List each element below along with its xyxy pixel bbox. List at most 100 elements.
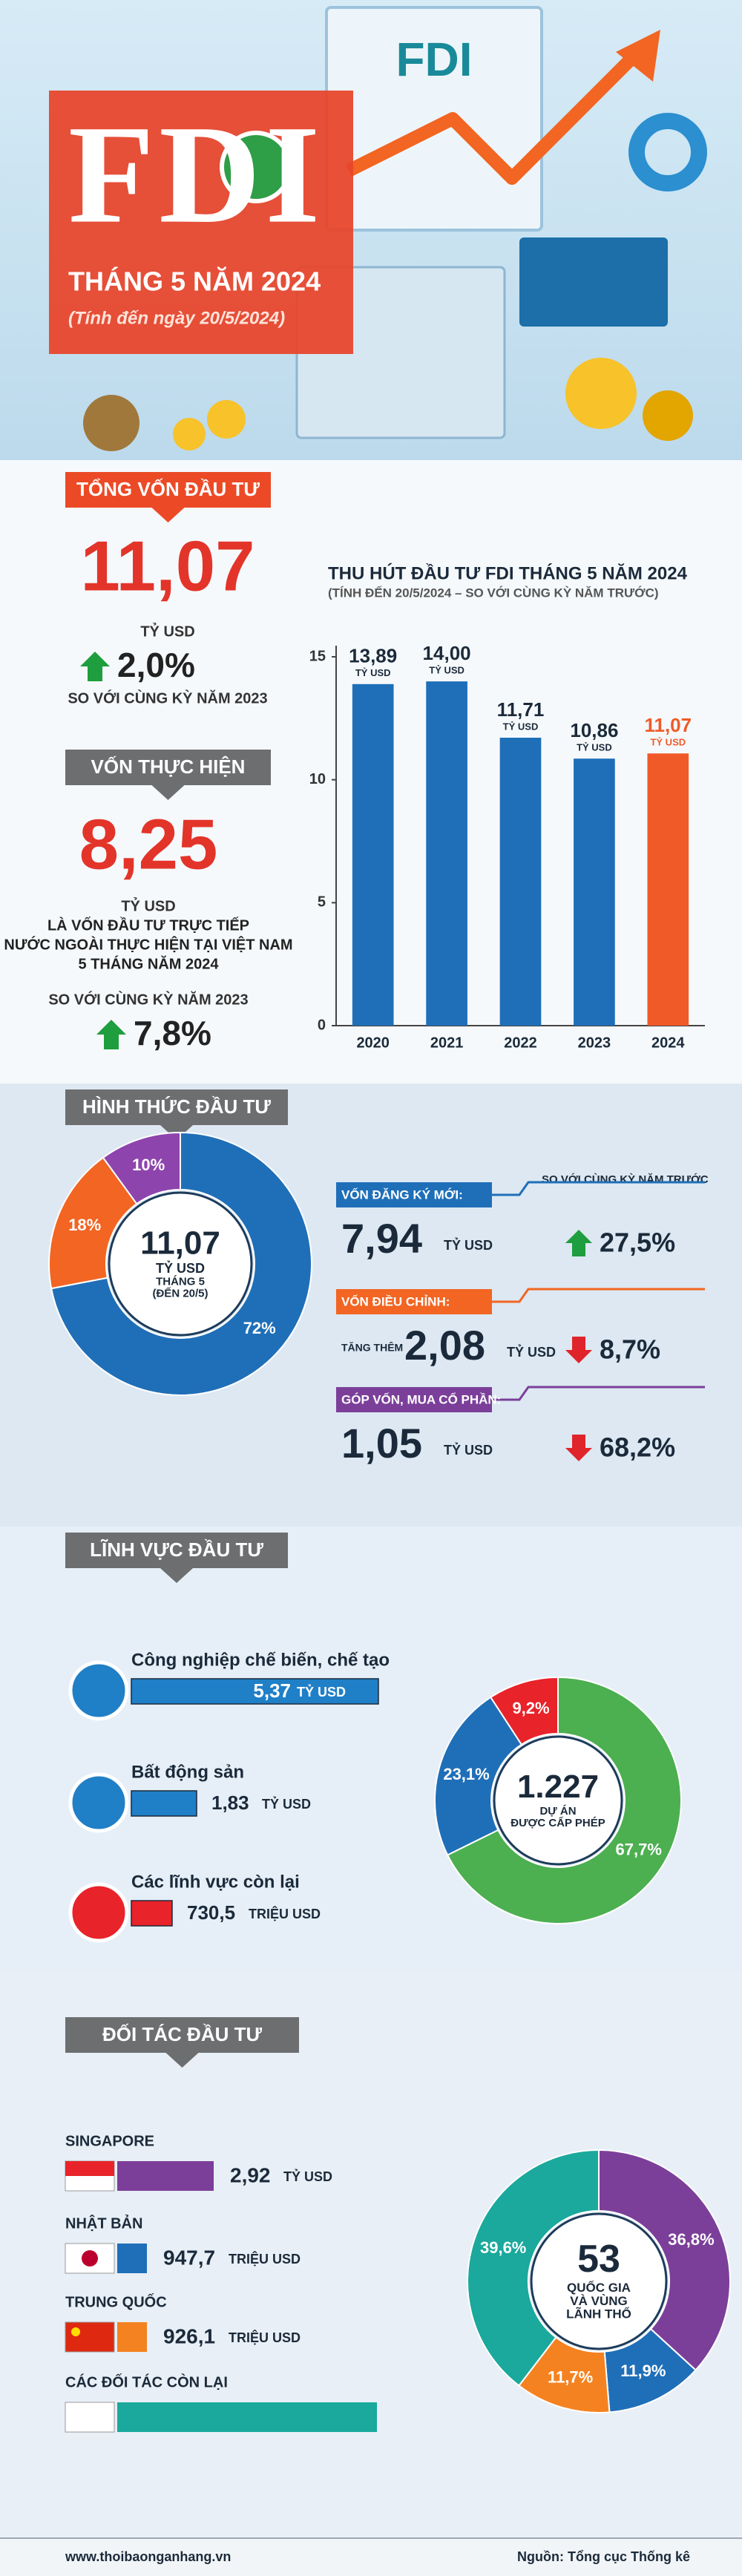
item-unit: TỶ USD <box>444 1442 493 1458</box>
section-heading: TỔNG VỐN ĐẦU TƯ <box>76 478 260 500</box>
donut-slice <box>598 2149 731 2371</box>
item-banner <box>336 1387 492 1412</box>
y-tick-label: 5 <box>318 894 326 911</box>
donut-slice <box>50 1131 312 1396</box>
partner-bar <box>117 2161 214 2191</box>
disbursed-description: LÀ VỐN ĐẦU TƯ TRỰC TIẾP <box>47 916 249 934</box>
donut-center <box>493 1735 623 1866</box>
sector-bar <box>131 1790 197 1817</box>
sector-icon <box>68 1882 129 1943</box>
sector-amount: 5,37 <box>253 1679 291 1702</box>
banner <box>65 2017 299 2068</box>
flag-part <box>71 2327 80 2336</box>
item-label: VỐN ĐĂNG KÝ MỚI: <box>341 1187 463 1202</box>
chart-title: THU HÚT ĐẦU TƯ FDI THÁNG 5 NĂM 2024 <box>328 563 688 583</box>
value-unit: TỶ USD <box>503 721 539 732</box>
item-banner <box>336 1182 492 1207</box>
item-amount: 2,08 <box>404 1322 485 1369</box>
donut-center-text: (ĐẾN 20/5) <box>152 1287 208 1300</box>
sector-bar <box>131 1900 173 1927</box>
donut-center-text: VÀ VÙNG <box>570 2294 627 2308</box>
value-unit: TỶ USD <box>650 737 686 748</box>
deco-ring <box>628 113 707 191</box>
sector-unit: TỶ USD <box>297 1684 346 1700</box>
banner <box>65 472 271 522</box>
disbursed-description: NƯỚC NGOÀI THỰC HIỆN TẠI VIỆT NAM <box>4 935 292 953</box>
value-unit: TỶ USD <box>577 742 612 753</box>
bar <box>499 738 542 1026</box>
deco-coin <box>565 358 637 429</box>
partner-bar <box>117 2402 377 2432</box>
section-heading: ĐỐI TÁC ĐẦU TƯ <box>102 2023 263 2045</box>
item-change: 68,2% <box>600 1432 675 1463</box>
disbursed-unit: TỶ USD <box>121 897 175 914</box>
y-tick-label: 10 <box>309 771 326 787</box>
partner-amount: 947,7 <box>163 2246 215 2269</box>
total-unit: TỶ USD <box>140 623 194 640</box>
x-tick-label: 2021 <box>430 1035 464 1051</box>
change-arrow <box>96 1020 126 1049</box>
sector-bar <box>131 1678 379 1705</box>
banner <box>65 1533 288 1583</box>
slice-label: 23,1% <box>443 1765 489 1783</box>
donut-center-text: 53 <box>577 2238 620 2281</box>
item-change: 27,5% <box>600 1228 675 1258</box>
footer-bg <box>0 2537 742 2576</box>
bar <box>647 753 689 1026</box>
donut-center-text: 1.227 <box>517 1769 599 1805</box>
value-unit: TỶ USD <box>429 665 464 676</box>
donut-center-text: THÁNG 5 <box>156 1276 205 1288</box>
total-amount: 11,07 <box>81 526 255 606</box>
x-tick-label: 2024 <box>651 1035 685 1051</box>
deco-moneybag <box>83 395 139 451</box>
trend-arrow <box>345 47 643 185</box>
item-banner <box>336 1289 492 1314</box>
footer-source: Nguồn: Tổng cục Thống kê <box>517 2549 690 2564</box>
item-prefix: TĂNG THÊM <box>341 1341 403 1354</box>
change-arrow <box>80 652 110 681</box>
donut-center-text: DỰ ÁN <box>539 1805 576 1818</box>
item-rule <box>492 1181 705 1196</box>
value-label: 11,07 <box>644 714 692 736</box>
donut-center-text: TỶ USD <box>156 1260 205 1276</box>
deco-coin <box>207 400 246 439</box>
sector-amount: 1,83 <box>211 1792 249 1814</box>
x-tick-label: 2020 <box>356 1035 390 1051</box>
item-label: VỐN ĐIỀU CHỈNH: <box>341 1294 450 1308</box>
value-label: 14,00 <box>423 642 471 664</box>
y-tick-label: 0 <box>318 1017 326 1033</box>
value-unit: TỶ USD <box>355 667 391 678</box>
bar <box>352 684 394 1026</box>
x-tick-label: 2022 <box>504 1035 537 1051</box>
footer-website: www.thoibaonganhang.vn <box>65 2549 231 2564</box>
partner-unit: TỶ USD <box>283 2169 332 2184</box>
deco-screen <box>519 237 668 327</box>
donut-slice <box>489 1676 559 1746</box>
donut-slice <box>446 1676 682 1924</box>
slice-label: 67,7% <box>616 1840 662 1858</box>
item-change: 8,7% <box>600 1334 660 1365</box>
partner-label: NHẬT BẢN <box>65 2214 142 2232</box>
comparison-note: SO VỚI CÙNG KỲ NĂM TRƯỚC <box>542 1173 709 1186</box>
change-arrow <box>565 1230 592 1256</box>
sector-label: Các lĩnh vực còn lại <box>131 1872 300 1892</box>
donut-center-text: LÃNH THỔ <box>566 2307 631 2321</box>
item-amount: 7,94 <box>341 1215 422 1262</box>
trend-arrow-head <box>616 30 660 82</box>
item-unit: TỶ USD <box>507 1344 556 1360</box>
title: FDI <box>68 97 324 253</box>
title-box <box>49 91 353 354</box>
partner-bar <box>117 2244 147 2273</box>
partner-unit: TRIỆU USD <box>229 2251 301 2267</box>
partner-amount: 2,92 <box>230 2163 271 2186</box>
y-tick-label: 15 <box>309 648 326 664</box>
sector-unit: TỶ USD <box>262 1796 311 1812</box>
section-heading: HÌNH THỨC ĐẦU TƯ <box>82 1095 271 1118</box>
partner-unit: TRIỆU USD <box>229 2330 301 2345</box>
banner <box>65 1089 288 1140</box>
donut-center <box>530 2212 668 2350</box>
sector-label: Công nghiệp chế biến, chế tạo <box>131 1650 390 1670</box>
total-change: 2,0% <box>117 646 195 684</box>
